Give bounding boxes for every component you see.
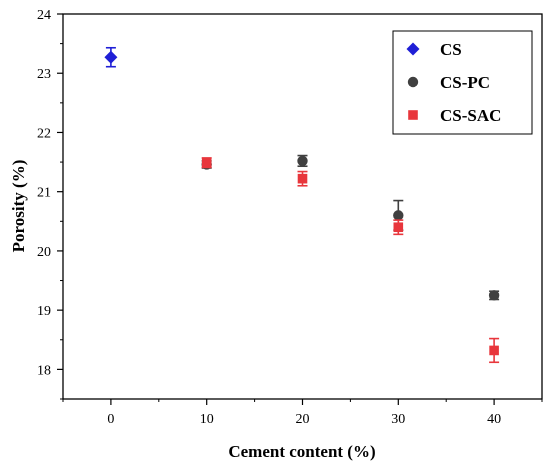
- y-axis-label: Porosity (%): [9, 160, 28, 253]
- y-tick-label-20: 20: [37, 245, 51, 260]
- data-point: [104, 50, 118, 64]
- axis-ticks: 0 10 20 30 40 18 19 20 21 22 23 24: [37, 8, 543, 427]
- legend-label-cs-sac: CS-SAC: [440, 106, 501, 125]
- data-point: [201, 157, 212, 168]
- y-tick-label-21: 21: [37, 186, 51, 201]
- legend-label-cs: CS: [440, 40, 462, 59]
- data-point: [393, 222, 404, 233]
- x-tick-label-30: 30: [391, 412, 405, 427]
- legend-marker-cs-pc: [407, 76, 419, 88]
- series-cs-sac: [201, 157, 500, 364]
- y-tick-label-23: 23: [37, 67, 51, 82]
- data-point: [393, 210, 404, 221]
- x-tick-label-20: 20: [296, 412, 310, 427]
- data-point: [489, 345, 499, 356]
- x-tick-label-0: 0: [107, 412, 114, 427]
- y-tick-label-19: 19: [37, 304, 51, 319]
- x-axis-label: Cement content (%): [228, 442, 375, 461]
- y-tick-label-24: 24: [37, 8, 51, 23]
- data-point: [297, 155, 308, 167]
- legend-label-cs-pc: CS-PC: [440, 73, 490, 92]
- legend: CS CS-PC CS-SAC: [392, 30, 533, 135]
- data-point: [297, 173, 308, 184]
- series-cs-pc: [201, 154, 500, 301]
- legend-marker-cs: [406, 42, 420, 56]
- x-tick-label-40: 40: [487, 412, 501, 427]
- y-tick-label-18: 18: [37, 363, 51, 378]
- data-marks: [104, 46, 500, 364]
- legend-marker-cs-sac: [408, 110, 418, 120]
- y-tick-label-22: 22: [37, 126, 51, 141]
- x-tick-label-10: 10: [200, 412, 214, 427]
- data-point: [488, 290, 500, 301]
- series-cs: [104, 46, 118, 68]
